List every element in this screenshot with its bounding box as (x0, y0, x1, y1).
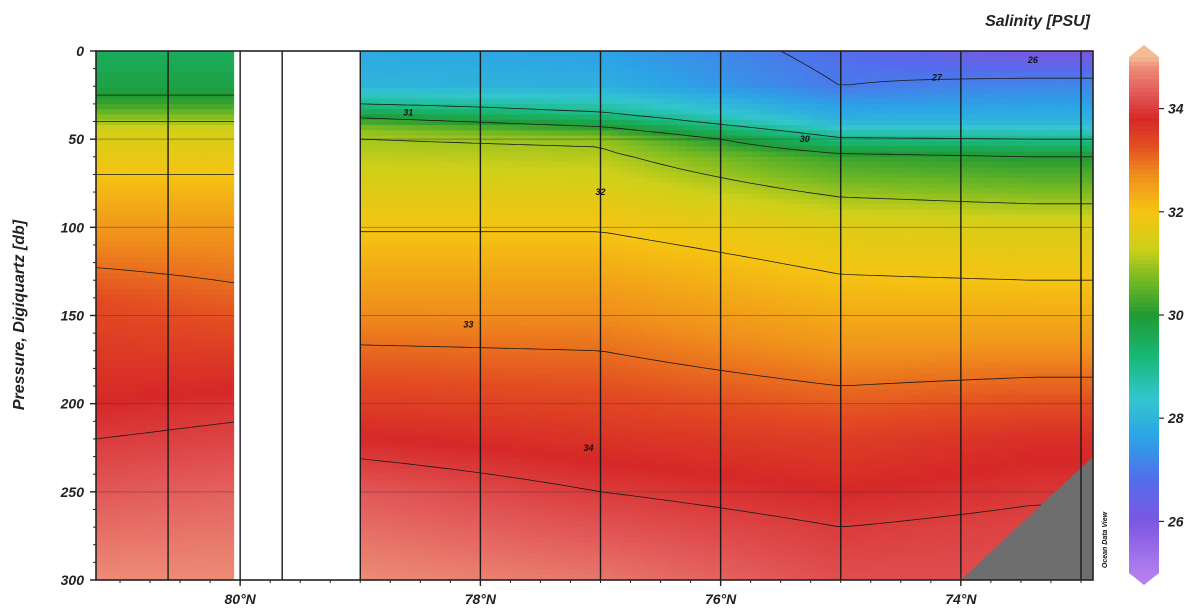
contour-label-26: 26 (1027, 55, 1039, 65)
overlays (167, 51, 1093, 580)
colorbar-tick-label: 34 (1168, 101, 1184, 117)
colorbar-title: Salinity [PSU] (985, 13, 1091, 30)
y-tick-label: 150 (61, 308, 85, 324)
contour-label-33: 33 (463, 319, 473, 329)
no-data-region (960, 456, 1093, 580)
y-tick-label: 100 (61, 219, 85, 235)
colorbar-tick-label: 28 (1167, 410, 1184, 426)
colorbar-top-arrow (1129, 45, 1159, 57)
y-axis-ticks: 0 50 100 150 200 250 300 (60, 43, 96, 588)
salinity-field (96, 51, 1093, 580)
contour-label-27: 27 (931, 72, 943, 82)
y-tick-label: 250 (60, 484, 85, 500)
contour-label-30: 30 (800, 134, 810, 144)
x-tick-label: 80°N (225, 591, 257, 607)
x-tick-label: 76°N (705, 591, 737, 607)
y-tick-label: 300 (61, 572, 85, 588)
colorbar-tick-label: 26 (1167, 513, 1184, 529)
x-tick-label: 78°N (465, 591, 497, 607)
colorbar: 26 28 30 32 34 (1129, 45, 1184, 585)
x-tick-label: 74°N (945, 591, 977, 607)
watermark-text: Ocean Data View (1102, 511, 1109, 568)
y-axis-title: Pressure, Digiquartz [db] (11, 219, 28, 410)
y-tick-label: 50 (68, 131, 84, 147)
colorbar-tick-label: 32 (1168, 204, 1184, 220)
data-gap (234, 51, 361, 580)
contour-label-34: 34 (583, 443, 593, 453)
contour-label-31: 31 (403, 108, 413, 118)
y-tick-label: 0 (76, 43, 84, 59)
colorbar-tick-label: 30 (1168, 307, 1184, 323)
colorbar-bottom-arrow (1129, 573, 1159, 585)
y-tick-label: 200 (60, 396, 85, 412)
x-axis-ticks: 80°N 78°N 76°N 74°N (119, 580, 1082, 607)
